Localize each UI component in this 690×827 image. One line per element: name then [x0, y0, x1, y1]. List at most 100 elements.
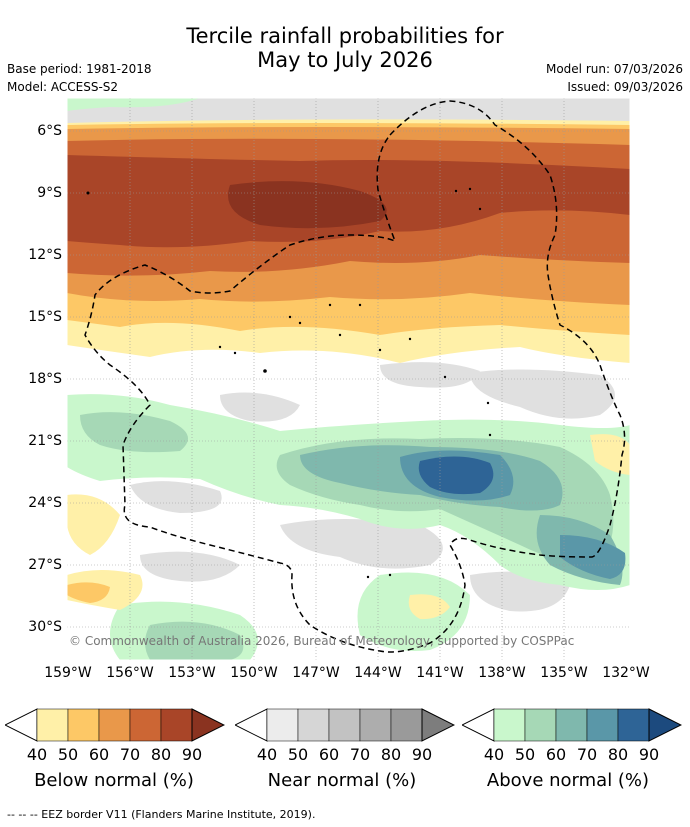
legend-near-normal	[235, 708, 455, 742]
legend-tick: 80	[380, 745, 402, 764]
island-marker	[298, 321, 302, 325]
island-marker	[486, 401, 490, 405]
model-run: Model run: 07/03/2026	[545, 62, 683, 76]
map-field	[67, 98, 630, 660]
near-normal-patch-5	[130, 481, 222, 513]
island-marker	[488, 433, 492, 437]
below-40-south-west	[67, 494, 143, 610]
lat-label: 18°S	[28, 371, 62, 387]
legend-above-swatch	[524, 708, 557, 742]
legend-above-arrow-right	[648, 708, 682, 742]
legend-tick: 70	[349, 745, 371, 764]
island-marker	[233, 351, 237, 355]
legend-tick: 70	[576, 745, 598, 764]
island-marker	[443, 375, 447, 379]
lat-label: 9°S	[37, 185, 62, 201]
legend-tick: 60	[88, 745, 110, 764]
copyright-notice: © Commonwealth of Australia 2026, Bureau…	[69, 634, 575, 648]
near-normal-patch-2	[470, 369, 615, 419]
lat-label: 15°S	[28, 309, 62, 325]
near-normal-patch-1	[380, 362, 480, 388]
island-marker	[478, 207, 482, 211]
legend-above-swatch	[586, 708, 619, 742]
legend-above-arrow-left	[462, 708, 495, 742]
above-50-south	[145, 621, 244, 660]
legend-near-arrow-right	[421, 708, 455, 742]
legend-tick: 50	[514, 745, 536, 764]
lat-label: 30°S	[28, 619, 62, 635]
meta-right: Model run: 07/03/2026 Issued: 09/03/2026	[546, 60, 683, 96]
title-line-1: Tercile rainfall probabilities for	[186, 24, 504, 48]
island-marker	[388, 573, 392, 577]
island-marker	[338, 333, 342, 337]
legend-near-swatch	[266, 708, 299, 742]
lat-label: 21°S	[28, 433, 62, 449]
island-marker	[468, 187, 472, 191]
island-marker	[328, 303, 332, 307]
legend-above-swatch	[493, 708, 526, 742]
legend-tick: 90	[411, 745, 433, 764]
legend-above-swatch	[617, 708, 650, 742]
lon-label: 141°W	[416, 665, 464, 681]
island-marker	[378, 348, 382, 352]
legend-below-swatch	[98, 708, 131, 742]
lon-label: 138°W	[478, 665, 526, 681]
legend-below-arrow-right	[191, 708, 225, 742]
legend-below-normal	[5, 708, 225, 742]
lon-gridlines	[129, 98, 565, 660]
island-marker	[263, 369, 267, 373]
island-marker	[86, 191, 90, 195]
legend-below-swatch	[36, 708, 69, 742]
lon-label: 156°W	[106, 665, 154, 681]
legend-tick: 90	[181, 745, 203, 764]
legend-tick: 40	[256, 745, 278, 764]
above-60-region	[300, 445, 623, 585]
legend-near-swatch	[297, 708, 330, 742]
lat-label: 24°S	[28, 495, 62, 511]
legend-near-title: Near normal (%)	[267, 770, 417, 791]
island-marker	[218, 345, 222, 349]
lon-label: 147°W	[292, 665, 340, 681]
legend-tick: 50	[287, 745, 309, 764]
legend-tick: 80	[150, 745, 172, 764]
legend-below-swatch	[160, 708, 193, 742]
base-period: Base period: 1981-2018	[7, 62, 152, 76]
lon-label: 144°W	[354, 665, 402, 681]
below-40-patch-east	[590, 434, 630, 475]
probability-map	[66, 97, 631, 661]
map-title: Tercile rainfall probabilities for May t…	[0, 24, 690, 72]
island-marker	[408, 337, 412, 341]
legend-tick: 40	[26, 745, 48, 764]
near-normal-patch-6	[280, 519, 443, 569]
legend-tick: 60	[545, 745, 567, 764]
legend-tick: 60	[318, 745, 340, 764]
eez-border	[84, 100, 626, 653]
near-normal-patch-7	[140, 551, 240, 582]
legend-above-title: Above normal (%)	[486, 770, 650, 791]
lat-gridlines	[67, 130, 630, 628]
legend-above-normal	[462, 708, 682, 742]
legend-tick: 80	[607, 745, 629, 764]
legend-tick: 50	[57, 745, 79, 764]
legend-above-swatch	[555, 708, 588, 742]
legend-below-arrow-left	[5, 708, 38, 742]
eez-footnote: -- -- -- EEZ border V11 (Flanders Marine…	[7, 808, 316, 821]
issued-date: Issued: 09/03/2026	[567, 80, 683, 94]
legend-near-swatch	[359, 708, 392, 742]
lat-label: 12°S	[28, 247, 62, 263]
legend-near-swatch	[328, 708, 361, 742]
meta-left: Base period: 1981-2018 Model: ACCESS-S2	[7, 60, 152, 96]
below-50-south-west	[67, 582, 110, 603]
lat-label: 6°S	[37, 123, 62, 139]
island-markers	[86, 187, 492, 579]
island-marker	[358, 303, 362, 307]
legend-tick: 40	[483, 745, 505, 764]
near-normal-patch-3	[220, 392, 300, 422]
lon-label: 132°W	[602, 665, 650, 681]
lon-label: 159°W	[44, 665, 92, 681]
model-name: Model: ACCESS-S2	[7, 80, 119, 94]
above-80-region	[418, 456, 494, 495]
below-40-south-east	[408, 594, 450, 620]
legend-tick: 90	[638, 745, 660, 764]
above-normal-corner	[67, 98, 200, 111]
